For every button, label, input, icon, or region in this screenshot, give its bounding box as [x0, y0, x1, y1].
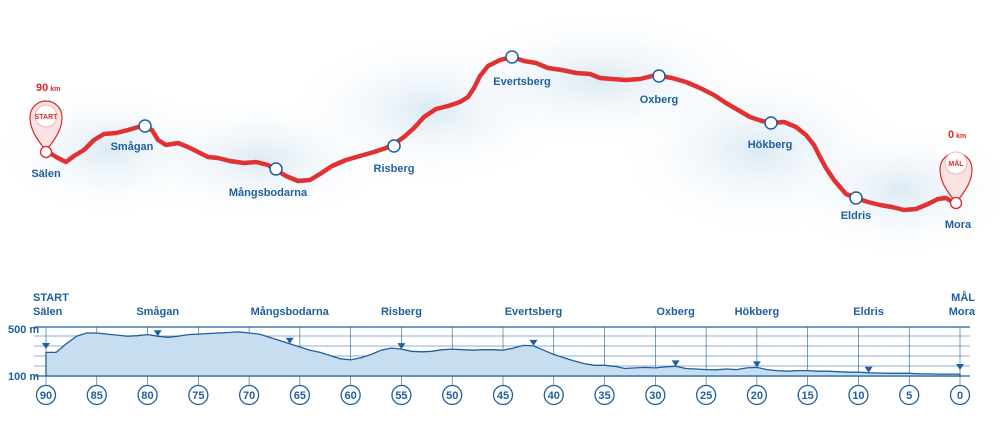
km-tick-label: 15 — [802, 390, 814, 402]
km-tick-label: 90 — [40, 390, 52, 402]
y-axis-label-500: 500 m — [8, 324, 39, 336]
km-tick-label: 10 — [852, 390, 864, 402]
km-tick-circle — [289, 384, 311, 406]
profile-label-risberg: Risberg — [381, 306, 422, 318]
elevation-profile: START Sälen MÅL Mora Smågan Mångsbodarna R… — [8, 291, 976, 406]
km-tick-label: 70 — [243, 390, 255, 402]
km-tick-label: 35 — [598, 390, 610, 402]
km-tick-circle — [543, 384, 564, 406]
profile-start-place: Sälen — [33, 306, 63, 318]
km-tick-circle — [137, 384, 158, 406]
route-line — [45, 54, 959, 213]
km-tick-label: 0 — [957, 390, 963, 402]
profile-marker-start[interactable] — [42, 343, 50, 349]
km-tick-circle — [188, 384, 209, 406]
profile-marker-eldris[interactable] — [864, 366, 873, 373]
km-tick-label: 25 — [700, 390, 712, 402]
km-tick-circle — [86, 384, 107, 406]
place-label-oxberg: Oxberg — [640, 94, 679, 106]
profile-marker-smagan[interactable] — [153, 330, 162, 337]
start-pin-icon[interactable]: START — [29, 100, 63, 159]
place-label-salen: Sälen — [31, 168, 61, 180]
km-tick-circle — [848, 384, 869, 406]
place-label-eldris: Eldris — [841, 210, 872, 222]
checkpoint-marker-smagan[interactable] — [138, 119, 152, 133]
profile-label-mangsbodarna: Mångsbodarna — [251, 306, 330, 318]
checkpoint-marker-oxberg[interactable] — [652, 69, 666, 83]
km-tick-label: 20 — [751, 390, 763, 402]
profile-label-eldris: Eldris — [853, 306, 884, 318]
finish-pin-label: MÅL — [948, 159, 964, 168]
km-tick-label: 65 — [294, 390, 306, 402]
km-tick-label: 5 — [906, 390, 912, 402]
km-tick-label: 40 — [548, 390, 560, 402]
km-tick-circle — [594, 384, 615, 406]
km-tick-circle — [797, 384, 818, 406]
profile-marker-evertsberg[interactable] — [529, 339, 538, 346]
km-tick-label: 45 — [497, 390, 509, 402]
profile-label-smagan: Smågan — [136, 306, 179, 318]
km-tick-circle — [340, 384, 361, 406]
finish-pin-icon[interactable]: MÅL — [939, 151, 973, 210]
y-axis-label-100: 100 m — [8, 371, 39, 383]
km-tick-circle — [899, 384, 920, 406]
km-tick-label: 50 — [446, 390, 458, 402]
profile-checkpoint-labels: Smågan Mångsbodarna Risberg Evertsberg Oxber… — [136, 306, 884, 318]
checkpoint-marker-hokberg[interactable] — [764, 116, 778, 130]
finish-km-label: 0 km — [948, 129, 966, 141]
profile-checkpoint-markers — [42, 330, 964, 373]
km-tick-label: 55 — [395, 390, 407, 402]
km-tick-circle — [746, 384, 768, 406]
route-map: START 90 km MÅL 0 km Sälen Smågan Mångsbod… — [0, 10, 1000, 260]
km-tick-circle — [645, 384, 666, 406]
start-km-label: 90 km — [36, 82, 60, 94]
profile-finish-place: Mora — [949, 306, 976, 318]
profile-marker-oxberg[interactable] — [671, 360, 680, 367]
km-tick-label: 60 — [345, 390, 357, 402]
km-tick-label: 80 — [141, 390, 153, 402]
checkpoint-marker-eldris[interactable] — [849, 191, 863, 205]
checkpoint-marker-mangsbodarna[interactable] — [269, 162, 283, 176]
place-label-evertsberg: Evertsberg — [493, 76, 550, 88]
profile-start-label: START — [33, 292, 69, 304]
profile-finish-label: MÅL — [951, 291, 975, 304]
km-tick-circle — [35, 384, 57, 406]
km-tick-circle — [238, 384, 260, 406]
terrain-background — [0, 10, 1000, 260]
km-tick-label: 30 — [649, 390, 661, 402]
profile-marker-mangsbodarna[interactable] — [285, 337, 294, 344]
km-tick-circle — [695, 384, 717, 406]
elevation-area — [45, 331, 961, 377]
place-label-risberg: Risberg — [374, 163, 415, 175]
profile-marker-finish[interactable] — [956, 364, 964, 370]
km-tick-circle — [492, 384, 514, 406]
km-tick-label: 75 — [192, 390, 204, 402]
km-tick-label: 85 — [91, 390, 103, 402]
checkpoint-marker-risberg[interactable] — [387, 139, 401, 153]
place-label-smagan: Smågan — [111, 141, 154, 153]
profile-label-hokberg: Hökberg — [735, 306, 780, 318]
start-pin-label: START — [35, 114, 59, 121]
place-label-mora: Mora — [945, 219, 972, 231]
km-tick-circle — [442, 384, 463, 406]
km-tick-circle — [949, 384, 971, 406]
checkpoint-marker-evertsberg[interactable] — [505, 50, 519, 64]
place-label-hokberg: Hökberg — [748, 139, 793, 151]
km-axis: 90 85 80 75 70 65 60 55 50 45 40 35 30 25 20 15 10 5 0 — [35, 384, 971, 406]
km-tick-circle — [391, 384, 412, 406]
profile-label-evertsberg: Evertsberg — [505, 306, 562, 318]
profile-marker-hokberg[interactable] — [752, 361, 761, 368]
profile-marker-risberg[interactable] — [397, 343, 406, 350]
place-label-mangsbodarna: Mångsbodarna — [229, 187, 308, 199]
profile-label-oxberg: Oxberg — [656, 306, 695, 318]
